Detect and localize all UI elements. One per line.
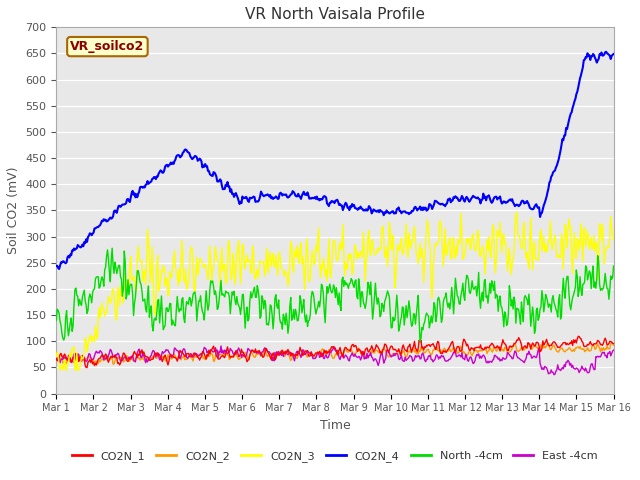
Legend: CO2N_1, CO2N_2, CO2N_3, CO2N_4, North -4cm, East -4cm: CO2N_1, CO2N_2, CO2N_3, CO2N_4, North -4… (67, 447, 602, 467)
Text: VR_soilco2: VR_soilco2 (70, 40, 145, 53)
X-axis label: Time: Time (319, 419, 350, 432)
Title: VR North Vaisala Profile: VR North Vaisala Profile (245, 7, 425, 22)
Y-axis label: Soil CO2 (mV): Soil CO2 (mV) (7, 167, 20, 254)
